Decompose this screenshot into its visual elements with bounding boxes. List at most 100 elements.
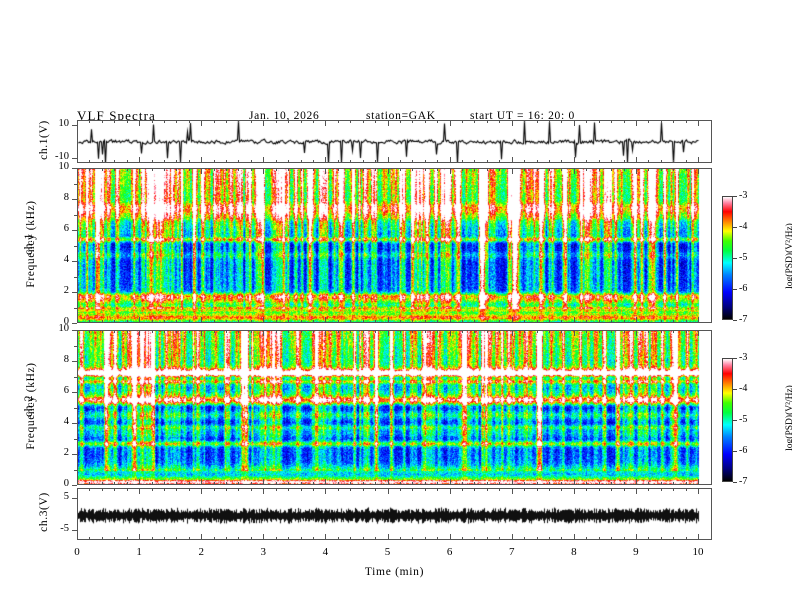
x-major-tick xyxy=(450,534,451,540)
x-major-tick xyxy=(77,488,78,494)
x-minor-tick xyxy=(537,488,538,491)
x-tick-label-7: 7 xyxy=(508,546,515,558)
x-minor-tick xyxy=(127,488,128,491)
colorbar-tick-ch2-spectrogram-0 xyxy=(733,358,737,359)
x-minor-tick xyxy=(226,488,227,491)
x-tick-label-1: 1 xyxy=(136,546,142,558)
y-minor-tick xyxy=(74,408,77,409)
x-major-tick xyxy=(77,534,78,540)
x-minor-tick xyxy=(611,168,612,171)
x-minor-tick xyxy=(611,320,612,323)
x-minor-tick xyxy=(599,488,600,491)
y-tick-ch1-waveform-0 xyxy=(72,125,77,126)
x-minor-tick xyxy=(176,488,177,491)
y-minor-tick xyxy=(74,261,77,262)
x-minor-tick xyxy=(164,120,165,123)
page-title: VLF Spectra xyxy=(77,108,156,123)
x-minor-tick xyxy=(586,320,587,323)
x-minor-tick xyxy=(363,120,364,123)
x-minor-tick xyxy=(400,160,401,163)
x-major-tick xyxy=(636,168,637,174)
x-minor-tick xyxy=(673,482,674,485)
x-minor-tick xyxy=(673,160,674,163)
x-minor-tick xyxy=(487,482,488,485)
x-minor-tick xyxy=(301,120,302,123)
x-major-tick xyxy=(512,479,513,485)
x-minor-tick xyxy=(301,482,302,485)
y-minor-tick xyxy=(74,230,77,231)
x-minor-tick xyxy=(238,482,239,485)
x-major-tick xyxy=(201,120,202,126)
x-minor-tick xyxy=(338,537,339,540)
x-minor-tick xyxy=(437,482,438,485)
x-minor-tick xyxy=(176,482,177,485)
x-minor-tick xyxy=(251,330,252,333)
x-minor-tick xyxy=(487,120,488,123)
colorbar-tick-ch1-spectrogram-2 xyxy=(733,258,737,259)
x-major-tick xyxy=(139,534,140,540)
x-minor-tick xyxy=(462,320,463,323)
x-tick-label-6: 6 xyxy=(446,546,453,558)
x-minor-tick xyxy=(400,537,401,540)
y-axis-quantity-label-ch2-spectrogram: Frequency (kHz) xyxy=(25,361,37,450)
x-minor-tick xyxy=(152,168,153,171)
x-minor-tick xyxy=(338,320,339,323)
x-minor-tick xyxy=(276,330,277,333)
x-minor-tick xyxy=(238,330,239,333)
y-minor-tick xyxy=(74,168,77,169)
colorbar-tick-ch1-spectrogram-0 xyxy=(733,196,737,197)
x-minor-tick xyxy=(152,120,153,123)
x-minor-tick xyxy=(89,168,90,171)
x-tick-label-9: 9 xyxy=(633,546,639,558)
x-minor-tick xyxy=(363,482,364,485)
x-minor-tick xyxy=(301,537,302,540)
x-minor-tick xyxy=(686,168,687,171)
y-tick-label-ch2-spectrogram-0: 0 xyxy=(63,478,69,489)
x-minor-tick xyxy=(673,320,674,323)
x-minor-tick xyxy=(686,120,687,123)
x-minor-tick xyxy=(214,320,215,323)
x-minor-tick xyxy=(350,482,351,485)
x-minor-tick xyxy=(176,160,177,163)
x-minor-tick xyxy=(375,168,376,171)
x-minor-tick xyxy=(176,120,177,123)
x-minor-tick xyxy=(474,320,475,323)
x-minor-tick xyxy=(176,330,177,333)
x-minor-tick xyxy=(114,330,115,333)
x-minor-tick xyxy=(549,168,550,171)
x-minor-tick xyxy=(686,488,687,491)
x-minor-tick xyxy=(114,537,115,540)
x-minor-tick xyxy=(549,482,550,485)
x-minor-tick xyxy=(276,488,277,491)
x-minor-tick xyxy=(214,482,215,485)
x-minor-tick xyxy=(400,120,401,123)
x-minor-tick xyxy=(363,320,364,323)
x-minor-tick xyxy=(599,168,600,171)
ch1-spectrogram xyxy=(77,168,712,323)
x-minor-tick xyxy=(661,320,662,323)
start-time-label: start UT = 16: 20: 0 xyxy=(470,110,575,122)
x-major-tick xyxy=(139,157,140,163)
x-minor-tick xyxy=(673,537,674,540)
y-minor-tick xyxy=(74,423,77,424)
x-minor-tick xyxy=(114,160,115,163)
x-minor-tick xyxy=(686,537,687,540)
x-minor-tick xyxy=(561,120,562,123)
x-minor-tick xyxy=(189,320,190,323)
x-major-tick xyxy=(201,157,202,163)
x-major-tick xyxy=(636,488,637,494)
x-minor-tick xyxy=(288,160,289,163)
x-minor-tick xyxy=(537,330,538,333)
x-minor-tick xyxy=(313,488,314,491)
x-minor-tick xyxy=(661,488,662,491)
x-minor-tick xyxy=(462,482,463,485)
colorbar-tick-label-ch2-spectrogram-0: -3 xyxy=(739,352,748,363)
y-tick-label-ch1-spectrogram-2: 4 xyxy=(63,254,69,265)
x-minor-tick xyxy=(586,168,587,171)
station-label: station=GAK xyxy=(366,110,436,122)
x-minor-tick xyxy=(611,537,612,540)
x-minor-tick xyxy=(301,320,302,323)
x-minor-tick xyxy=(350,320,351,323)
x-minor-tick xyxy=(425,482,426,485)
x-major-tick xyxy=(263,157,264,163)
